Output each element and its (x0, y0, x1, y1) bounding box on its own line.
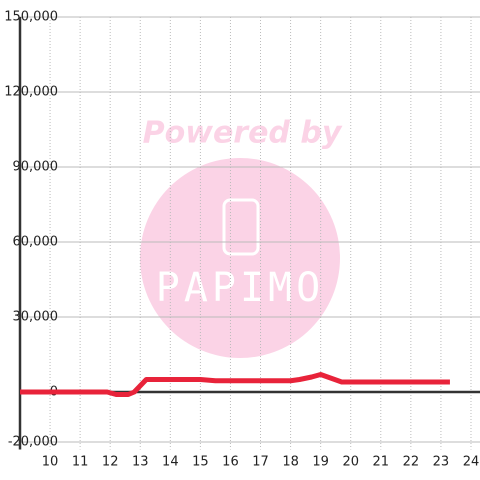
watermark-circle (140, 158, 340, 358)
y-tick-label: 120,000 (4, 85, 58, 100)
watermark-logo: PAPIMO (156, 265, 325, 311)
x-tick-label: 10 (42, 455, 59, 470)
x-tick-label: 18 (282, 455, 299, 470)
x-tick-label: 14 (162, 455, 179, 470)
x-tick-label: 16 (222, 455, 239, 470)
y-tick-label: 90,000 (13, 160, 59, 175)
x-tick-label: 21 (373, 455, 390, 470)
x-tick-label: 13 (132, 455, 149, 470)
y-tick-label: 30,000 (13, 310, 59, 325)
x-tick-label: 20 (342, 455, 359, 470)
x-tick-label: 19 (312, 455, 329, 470)
x-tick-label: 17 (252, 455, 269, 470)
x-tick-label: 12 (102, 455, 119, 470)
x-tick-label: 11 (72, 455, 89, 470)
y-tick-label: -20,000 (8, 435, 58, 450)
x-tick-label: 15 (192, 455, 209, 470)
y-tick-label: 60,000 (13, 235, 59, 250)
watermark-phone (222, 198, 260, 256)
x-tick-label: 22 (403, 455, 420, 470)
x-tick-label: 23 (433, 455, 450, 470)
y-tick-label: 150,000 (4, 10, 58, 25)
watermark-text: Powered by (143, 116, 343, 151)
data-line (20, 372, 450, 397)
x-tick-label: 24 (463, 455, 480, 470)
